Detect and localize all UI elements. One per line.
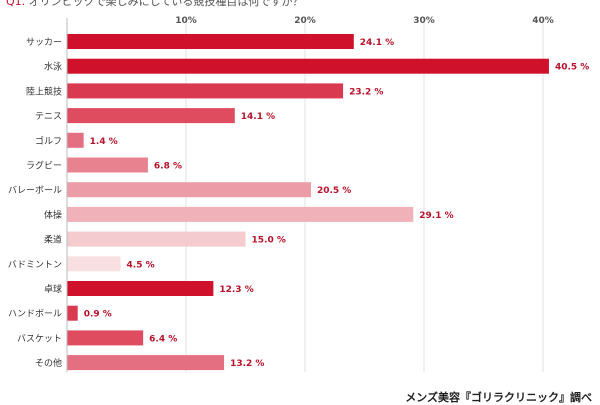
category-label: 陸上競技 [26,85,62,97]
data-label: 14.1 % [241,112,275,122]
bar [67,355,225,371]
x-tick-label: 30% [413,16,435,26]
bar [67,58,549,74]
question-label: Q1. [6,0,26,8]
data-label: 13.2 % [230,359,264,369]
bar [67,231,246,247]
data-label: 20.5 % [317,186,351,196]
bar [67,330,144,346]
bar [67,132,84,148]
bar [67,206,414,222]
question-text: オリンピックで楽しみにしている競技種目は何ですか？ [28,0,304,8]
bar [67,34,354,49]
data-label: 15.0 % [252,236,286,246]
category-label: 水泳 [44,61,62,73]
category-label: バレーボール [8,185,62,196]
bar [67,182,311,198]
bar [67,281,214,296]
data-label: 23.2 % [349,87,383,97]
category-label: 卓球 [44,283,62,295]
source-credit: メンズ美容『ゴリラクリニック』調べ [405,391,592,404]
x-tick-label: 20% [294,16,316,26]
category-label: テニス [35,111,62,122]
data-label: 6.8 % [154,162,182,172]
data-label: 6.4 % [149,334,177,344]
category-label: ハンドボール [8,309,62,320]
data-label: 24.1 % [360,38,394,48]
data-label: 4.5 % [127,260,155,270]
data-label: 1.4 % [90,137,118,147]
data-label: 29.1 % [419,211,453,221]
category-label: その他 [35,357,62,369]
category-label: ラグビー [26,160,62,172]
bar [67,157,148,173]
category-label: ゴルフ [35,135,62,147]
bar [67,83,344,99]
category-label: 柔道 [44,234,62,246]
x-tick-label: 40% [532,16,554,26]
category-label: サッカー [26,37,62,48]
data-label: 12.3 % [219,285,253,295]
category-label: バドミントン [8,259,62,270]
data-label: 40.5 % [555,63,589,73]
bar [67,305,78,321]
x-tick-label: 10% [175,16,197,26]
data-label: 0.9 % [84,310,112,320]
question-line: Q1. オリンピックで楽しみにしている競技種目は何ですか？ [6,0,303,9]
category-label: バスケット [17,333,62,344]
bar [67,108,235,124]
bar [67,256,121,272]
category-label: 体操 [44,209,62,221]
